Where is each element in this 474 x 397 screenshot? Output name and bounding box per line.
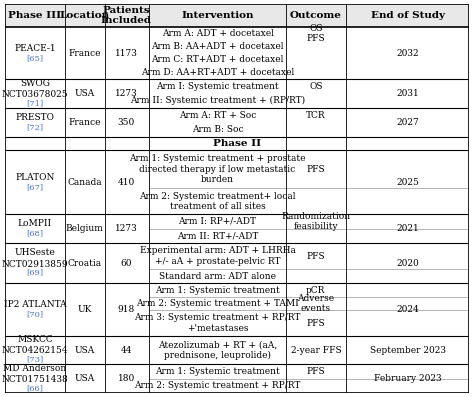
Text: Arm B: AA+ADT + docetaxel: Arm B: AA+ADT + docetaxel: [151, 42, 284, 51]
Text: USA: USA: [74, 89, 95, 98]
Text: France: France: [68, 49, 101, 58]
Text: PFS: PFS: [307, 367, 325, 376]
Text: Arm D: AA+RT+ADT + docetaxel: Arm D: AA+RT+ADT + docetaxel: [141, 68, 294, 77]
Text: Arm 2: Systemic treatment+ local
treatment of all sites: Arm 2: Systemic treatment+ local treatme…: [139, 191, 296, 211]
Text: 180: 180: [118, 374, 135, 383]
Text: Standard arm: ADT alone: Standard arm: ADT alone: [159, 272, 276, 281]
Text: 2027: 2027: [397, 118, 419, 127]
Text: Arm A: RT + Soc: Arm A: RT + Soc: [179, 111, 256, 120]
Text: OS: OS: [309, 82, 323, 91]
Text: USA: USA: [74, 345, 95, 355]
Text: Arm 2: Systemic treatment + RP/RT: Arm 2: Systemic treatment + RP/RT: [134, 382, 301, 390]
Text: Arm 3: Systemic treatment + RP/RT
+'metastases: Arm 3: Systemic treatment + RP/RT +'meta…: [134, 313, 301, 333]
Text: USA: USA: [74, 374, 95, 383]
Text: [73]: [73]: [27, 355, 44, 364]
Text: Arm 1: Systemic treatment: Arm 1: Systemic treatment: [155, 286, 280, 295]
Text: 410: 410: [118, 178, 135, 187]
Text: Patients
Included: Patients Included: [101, 6, 152, 25]
Text: Experimental arm: ADT + LHRHa
+/- aA + prostate-pelvic RT: Experimental arm: ADT + LHRHa +/- aA + p…: [139, 246, 295, 266]
Text: Arm 1: Systemic treatment + prostate
directed therapy if low metastatic
burden: Arm 1: Systemic treatment + prostate dir…: [129, 154, 306, 184]
Bar: [5, 4, 469, 27]
Text: France: France: [68, 118, 101, 127]
Text: Arm I: RP+/-ADT: Arm I: RP+/-ADT: [179, 217, 256, 226]
Text: 2024: 2024: [397, 305, 419, 314]
Text: MD Anderson
NCT01751438: MD Anderson NCT01751438: [1, 364, 68, 384]
Text: LoMPII: LoMPII: [18, 220, 52, 228]
Text: End of Study: End of Study: [371, 11, 445, 20]
Text: 2020: 2020: [397, 259, 419, 268]
Text: IP2 ATLANTA: IP2 ATLANTA: [4, 301, 66, 309]
Text: UHSeste
NCT02913859: UHSeste NCT02913859: [1, 249, 68, 268]
Text: Randomization
feasibility: Randomization feasibility: [282, 212, 351, 231]
Text: 1273: 1273: [115, 224, 138, 233]
Text: 2-year FFS: 2-year FFS: [291, 345, 341, 355]
Text: [65]: [65]: [27, 54, 44, 62]
Text: Location: Location: [60, 11, 109, 20]
Text: pCR: pCR: [306, 286, 326, 295]
Text: Atezolizumab + RT + (aA,
prednisone, leuprolide): Atezolizumab + RT + (aA, prednisone, leu…: [158, 340, 277, 360]
Text: 2021: 2021: [397, 224, 419, 233]
Text: Arm C: RT+ADT + docetaxel: Arm C: RT+ADT + docetaxel: [151, 55, 283, 64]
Text: OS
PFS: OS PFS: [307, 24, 325, 43]
Text: Outcome: Outcome: [290, 11, 342, 20]
Text: UK: UK: [77, 305, 92, 314]
Text: Arm B: Soc: Arm B: Soc: [191, 125, 243, 134]
Text: Belgium: Belgium: [66, 224, 104, 233]
Text: 2031: 2031: [397, 89, 419, 98]
Text: PFS: PFS: [307, 318, 325, 328]
Text: [70]: [70]: [27, 310, 44, 318]
Text: PEACE-1: PEACE-1: [14, 44, 56, 53]
Text: [67]: [67]: [27, 183, 44, 191]
Text: [69]: [69]: [27, 269, 44, 277]
Text: [66]: [66]: [27, 384, 44, 392]
Text: February 2023: February 2023: [374, 374, 442, 383]
Text: [68]: [68]: [27, 229, 44, 237]
Text: 918: 918: [118, 305, 135, 314]
Text: Arm A: ADT + docetaxel: Arm A: ADT + docetaxel: [162, 29, 273, 38]
Text: MSKCC
NCT04262154: MSKCC NCT04262154: [1, 335, 68, 355]
Text: [71]: [71]: [27, 99, 44, 107]
Text: Adverse
events: Adverse events: [297, 294, 335, 313]
Text: Phase III: Phase III: [9, 11, 62, 20]
Text: 2025: 2025: [397, 178, 419, 187]
Text: PRESTO: PRESTO: [16, 113, 55, 122]
Text: PLATON: PLATON: [15, 173, 55, 182]
Text: TCR: TCR: [306, 111, 326, 120]
Text: Phase II: Phase II: [213, 139, 261, 148]
Text: 1273: 1273: [115, 89, 138, 98]
Text: Intervention: Intervention: [181, 11, 254, 20]
Text: PFS: PFS: [307, 252, 325, 260]
Text: Canada: Canada: [67, 178, 102, 187]
Text: Croatia: Croatia: [68, 259, 102, 268]
Text: 1173: 1173: [115, 49, 138, 58]
Text: September 2023: September 2023: [370, 345, 446, 355]
Text: SWOG
NCT03678025: SWOG NCT03678025: [1, 79, 68, 99]
Text: Arm II: RT+/-ADT: Arm II: RT+/-ADT: [177, 231, 258, 240]
Text: 350: 350: [118, 118, 135, 127]
Text: Arm I: Systemic treatment: Arm I: Systemic treatment: [156, 82, 279, 91]
Text: 2032: 2032: [397, 49, 419, 58]
Text: Arm II: Systemic treatment + (RP/RT): Arm II: Systemic treatment + (RP/RT): [130, 96, 305, 106]
Text: Arm 2: Systemic treatment + TAMI: Arm 2: Systemic treatment + TAMI: [136, 299, 299, 308]
Text: Arm 1: Systemic treatment: Arm 1: Systemic treatment: [155, 367, 280, 376]
Text: 60: 60: [121, 259, 132, 268]
Text: 44: 44: [121, 345, 132, 355]
Text: PFS: PFS: [307, 165, 325, 174]
Text: [72]: [72]: [27, 123, 44, 131]
